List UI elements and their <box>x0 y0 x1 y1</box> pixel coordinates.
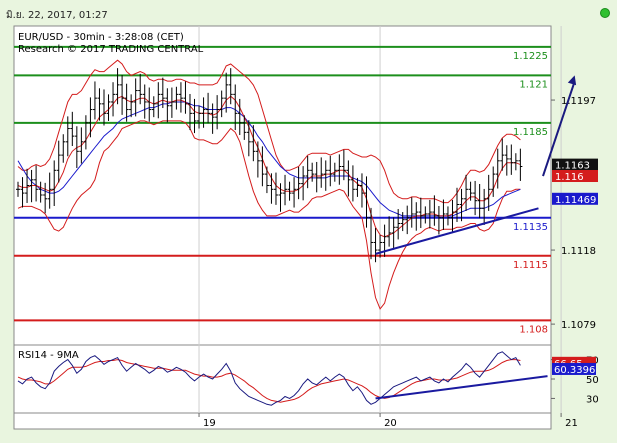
rsi-tag-box <box>552 362 596 375</box>
timestamp: มิ.ย. 22, 2017, 01:27 <box>6 10 108 21</box>
level-label: 1.1185 <box>513 127 548 138</box>
header-bar: มิ.ย. 22, 2017, 01:27 <box>4 2 613 24</box>
chart-title: EUR/USD - 30min - 3:28:08 (CET) <box>18 32 184 43</box>
rsi-tag-label: 60.3396 <box>554 365 595 376</box>
y-tick-label: 1.1079 <box>561 320 596 331</box>
projection-arrow-line <box>542 81 576 177</box>
rsi-plot-area <box>13 344 552 414</box>
rsi-trendline <box>375 375 548 400</box>
rsi-y-tick-label: 50 <box>586 375 599 386</box>
moving-average-blue-line <box>17 101 521 217</box>
price-tag-box <box>552 192 598 205</box>
y-tick-label: 1.1197 <box>561 96 596 107</box>
status-indicator-icon <box>600 8 610 18</box>
price-tag-label: 1.1163 <box>555 161 590 172</box>
y-tick-label: 1.1118 <box>561 246 596 257</box>
level-label: 1.1115 <box>513 260 548 271</box>
x-tick-label: 20 <box>384 418 397 429</box>
price-tag-label: 1.116 <box>555 172 584 183</box>
bollinger-lower-line <box>17 120 521 310</box>
price-tag-box <box>552 170 598 183</box>
rsi-y-tick-label: 30 <box>586 394 599 405</box>
bollinger-upper-line <box>17 59 521 204</box>
chart-subtitle: Research © 2017 TRADING CENTRAL <box>18 44 204 55</box>
level-label: 1.1135 <box>513 222 548 233</box>
level-label: 1.1225 <box>513 51 548 62</box>
price-tag-box <box>552 158 598 171</box>
support-trendline <box>375 207 539 255</box>
moving-average-red-line <box>17 95 521 238</box>
rsi-label: RSI14 - 9MA <box>18 350 79 361</box>
x-axis-area <box>13 412 552 430</box>
rsi-line <box>17 351 521 406</box>
price-tag-label: 1.11469 <box>555 195 596 206</box>
x-tick-label: 21 <box>565 418 578 429</box>
x-tick-label: 19 <box>203 418 216 429</box>
projection-arrow-head <box>567 75 577 86</box>
level-label: 1.108 <box>519 324 548 335</box>
level-label: 1.121 <box>519 79 548 90</box>
